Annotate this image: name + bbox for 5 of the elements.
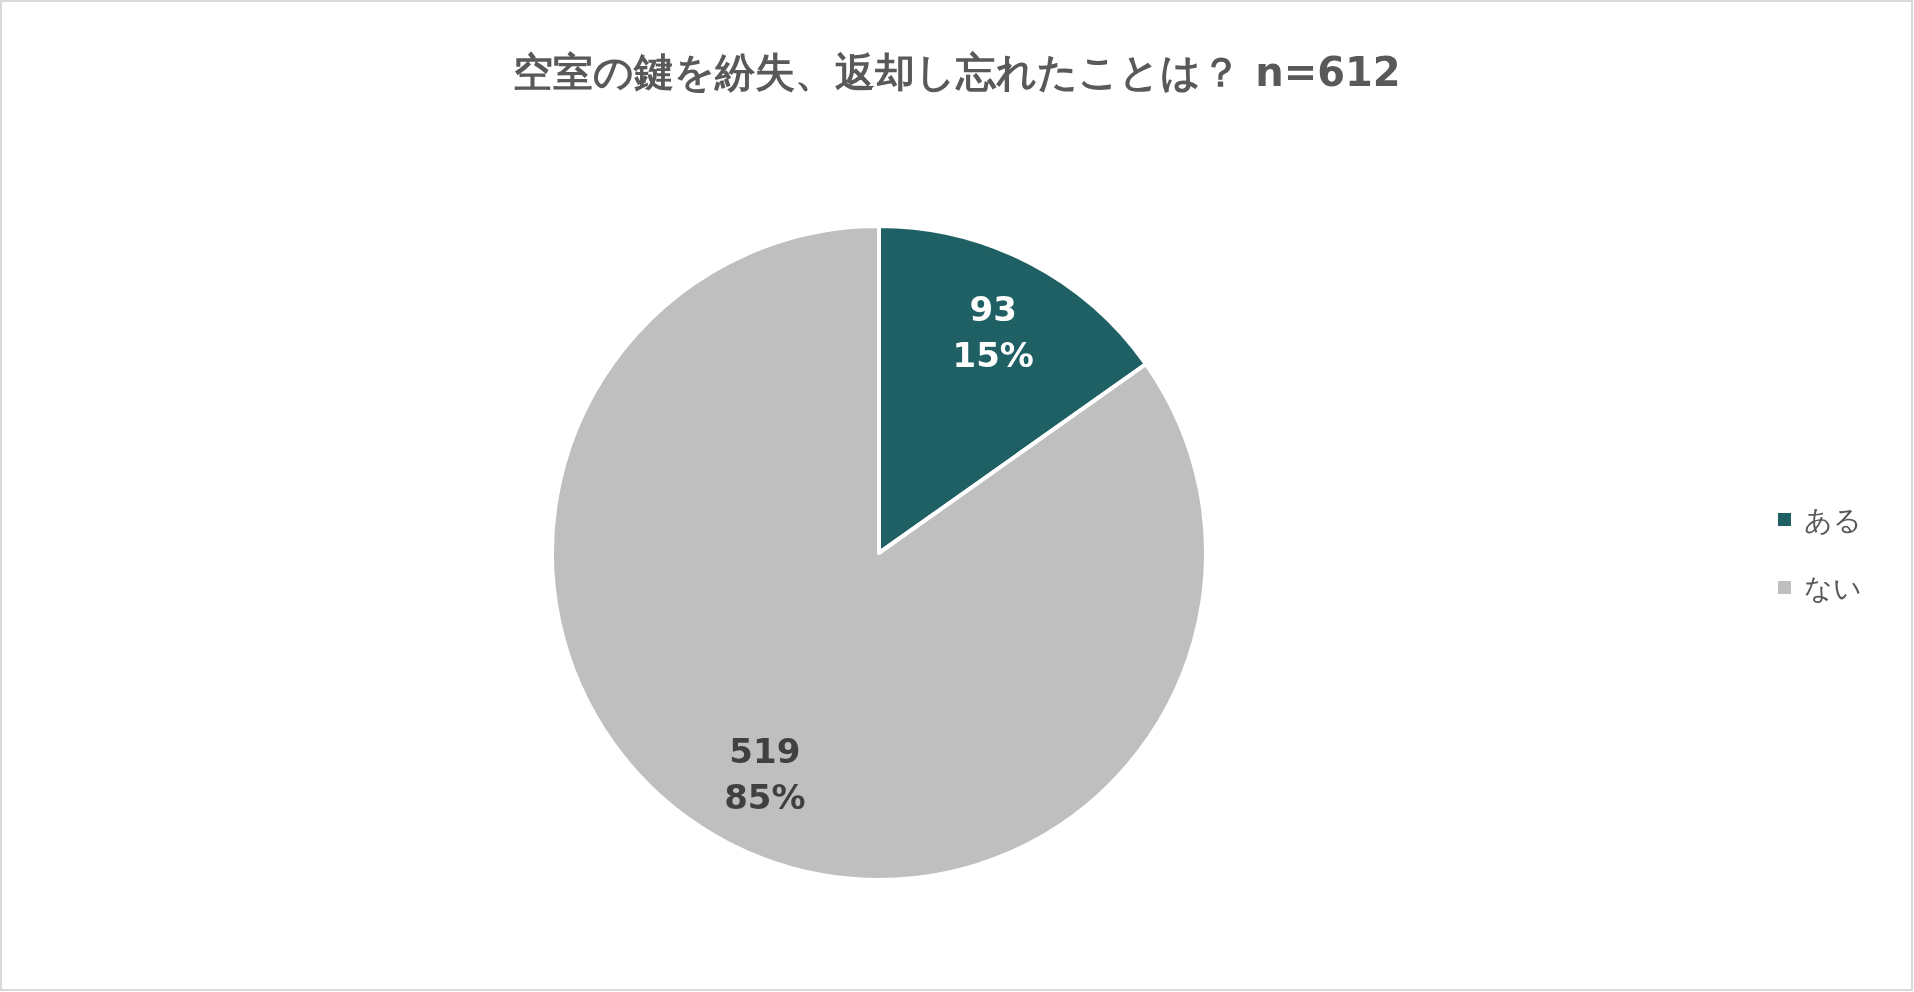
data-label: 519 85% (724, 730, 806, 817)
legend-label: ない (1804, 572, 1862, 605)
chart-title: 空室の鍵を紛失、返却し忘れたことは？ n=612 (513, 49, 1401, 95)
data-label: 93 15% (952, 289, 1034, 376)
legend-label: ある (1804, 504, 1862, 537)
